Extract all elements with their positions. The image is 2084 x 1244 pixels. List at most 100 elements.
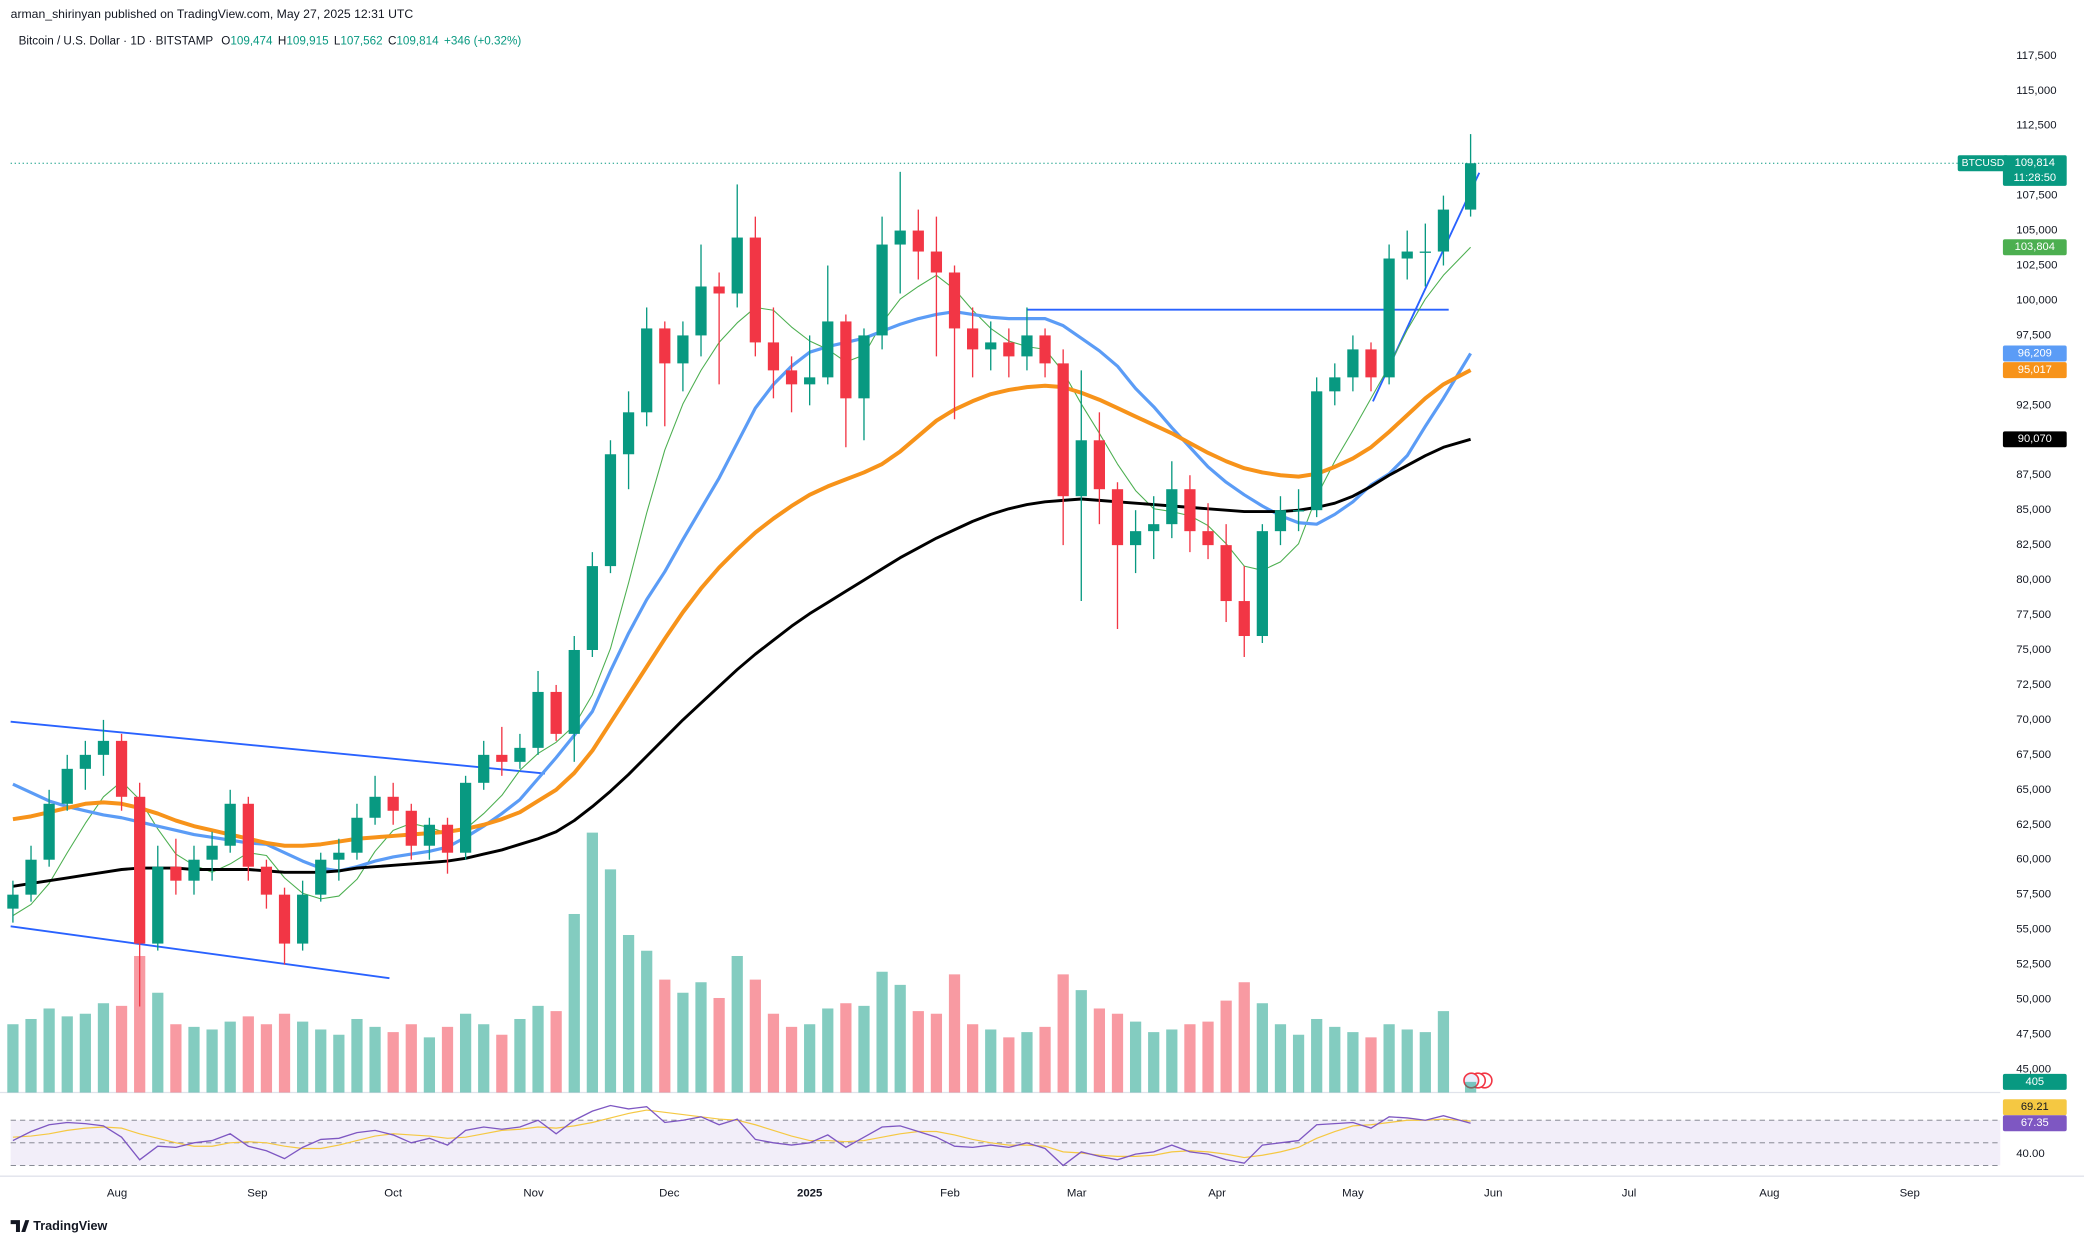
y-tick-label: 60,000 xyxy=(2016,854,2051,866)
x-tick-label: Oct xyxy=(384,1188,403,1200)
candle-body xyxy=(278,894,291,944)
candle-body xyxy=(858,335,870,399)
y-tick-label: 70,000 xyxy=(2016,714,2051,726)
volume-bar xyxy=(7,1024,19,1093)
candle-body xyxy=(785,370,798,385)
candle-body xyxy=(749,237,761,343)
candle-body xyxy=(1057,363,1069,497)
candle-body xyxy=(840,321,852,399)
y-tick-label: 117,500 xyxy=(2016,50,2056,62)
price-tag-label: 103,804 xyxy=(2015,241,2055,253)
volume-bar xyxy=(677,992,689,1093)
volume-bar xyxy=(1401,1029,1413,1093)
y-tick-label: 65,000 xyxy=(2016,784,2051,796)
volume-bar xyxy=(948,974,961,1093)
volume-bar xyxy=(912,1011,924,1093)
y-tick-label: 55,000 xyxy=(2016,924,2051,936)
candle-body xyxy=(1256,531,1268,637)
volume-bar xyxy=(387,1032,399,1093)
volume-bar xyxy=(568,913,580,1093)
y-tick-label: 100,000 xyxy=(2016,294,2057,306)
candle-body xyxy=(25,859,37,895)
volume-bar xyxy=(1039,1026,1051,1093)
ohlc-key: H xyxy=(278,34,286,47)
y-tick-label: 57,500 xyxy=(2016,889,2051,901)
volume-bar xyxy=(1111,1013,1124,1093)
volume-bar xyxy=(1329,1026,1341,1093)
moving-average-line xyxy=(12,437,1472,888)
price-tag-label: 405 xyxy=(2025,1076,2044,1088)
candle-body xyxy=(767,342,780,371)
y-tick-label: 72,500 xyxy=(2016,679,2051,691)
logo-mark xyxy=(10,1220,30,1233)
volume-bar xyxy=(1464,1081,1477,1093)
volume-bar xyxy=(405,1024,417,1093)
candle-body xyxy=(1383,258,1395,378)
candle-body xyxy=(1464,163,1477,210)
candle-body xyxy=(713,286,725,294)
symbol-tag-label: BTCUSD xyxy=(1962,158,2005,169)
moving-averages xyxy=(12,246,1472,917)
candle-body xyxy=(514,747,526,762)
volume-bar xyxy=(115,1005,128,1093)
ohlc-value: 109,474 xyxy=(230,34,273,47)
x-tick-label: Sep xyxy=(247,1188,267,1200)
y-tick-label: 82,500 xyxy=(2016,539,2051,551)
price-tag-label: 67.35 xyxy=(2021,1117,2049,1129)
price-tag-label: 95,017 xyxy=(2018,364,2052,376)
trend-lines xyxy=(10,172,1481,980)
candle-body xyxy=(967,328,979,350)
x-tick-label: 2025 xyxy=(797,1188,823,1200)
candle-body xyxy=(297,894,309,944)
x-tick-label: Mar xyxy=(1067,1188,1087,1200)
candle-body xyxy=(876,244,888,336)
candle-body xyxy=(1311,391,1323,511)
candle-body xyxy=(622,412,635,455)
candle-body xyxy=(1093,440,1105,490)
candle-body xyxy=(894,230,906,245)
volume-bar xyxy=(1419,1032,1431,1093)
ohlc-legend: O 109,474 H 109,915 L 107,562 C 109,814 +346 (+0… xyxy=(221,34,521,47)
y-tick-label: 97,500 xyxy=(2016,329,2051,341)
y-tick-label: 45,000 xyxy=(2016,1063,2051,1075)
candle-body xyxy=(61,768,73,804)
x-tick-label: Apr xyxy=(1208,1188,1226,1200)
x-tick-label: Jul xyxy=(1622,1188,1637,1200)
candle-body xyxy=(1220,545,1232,602)
candle-body xyxy=(43,803,55,860)
price-axis: 45,000 47,500 50,000 52,500 55,000 57,500 60,0… xyxy=(2016,50,2057,1076)
price-tag-label: 96,209 xyxy=(2018,347,2052,359)
price-tag xyxy=(2002,1099,2067,1116)
candle-body xyxy=(659,328,671,364)
candle-body xyxy=(1238,601,1250,637)
volume-bar xyxy=(1220,1000,1232,1093)
candle-body xyxy=(242,803,254,867)
candle-body xyxy=(804,377,816,385)
volume-bar xyxy=(604,869,617,1093)
x-tick-label: Feb xyxy=(940,1188,960,1200)
volume-bar xyxy=(695,982,707,1093)
rsi-tick-label: 40.00 xyxy=(2016,1148,2045,1160)
rsi-line xyxy=(12,1104,1471,1167)
candle-body xyxy=(1329,377,1341,392)
y-tick-label: 85,000 xyxy=(2016,504,2051,516)
volume-bar xyxy=(79,1013,91,1093)
price-tag xyxy=(2002,362,2067,379)
candle-body xyxy=(224,803,236,846)
time-axis: Aug Sep Oct Nov Dec 2025 Feb Mar Apr May Jun Jul Aug… xyxy=(107,1188,1920,1200)
volume-bar xyxy=(622,934,635,1093)
volume-bar xyxy=(641,950,653,1093)
candle-body xyxy=(604,454,617,567)
candle-body xyxy=(532,691,544,748)
price-tag xyxy=(2002,155,2067,186)
candle-body xyxy=(1021,335,1033,357)
volume-bar xyxy=(1075,990,1087,1093)
candle-body xyxy=(586,566,598,650)
volume-bar xyxy=(985,1029,997,1093)
candle-body xyxy=(1111,489,1124,546)
candle-body xyxy=(677,335,689,364)
x-tick-label: Aug xyxy=(107,1188,127,1200)
x-tick-label: Dec xyxy=(659,1188,680,1200)
volume-bar xyxy=(97,1003,110,1093)
y-tick-label: 67,500 xyxy=(2016,749,2051,761)
